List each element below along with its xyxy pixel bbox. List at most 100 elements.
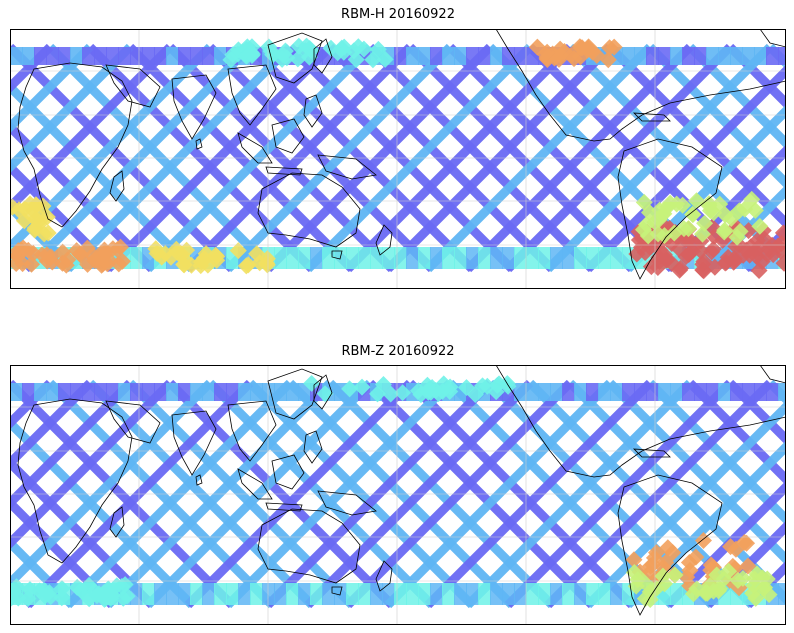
band-cell-south — [514, 583, 527, 605]
patch-south-america-anomaly — [694, 532, 712, 550]
band-cell-north — [478, 47, 491, 65]
band-cell-south — [406, 247, 419, 269]
band-cell-south — [562, 247, 575, 269]
band-cell-north — [178, 47, 191, 65]
patch-anomaly-edge — [747, 589, 765, 607]
band-cell-north — [466, 47, 479, 65]
band-cell-north — [706, 47, 719, 65]
band-cell-north — [454, 47, 467, 65]
patch-south-america-anomaly — [769, 237, 786, 255]
band-cell-south — [502, 247, 515, 269]
patch-south-indian — [173, 245, 191, 263]
graticule — [10, 29, 786, 289]
band-cell-north — [718, 47, 731, 65]
coastline — [317, 154, 377, 180]
patch-anomaly-edge — [751, 217, 769, 235]
coastline — [617, 474, 723, 616]
coastline — [331, 586, 343, 596]
patch-north-pacific — [565, 50, 583, 68]
patch-south-indian — [192, 257, 210, 275]
band-cell-north — [262, 383, 275, 401]
patch-anomaly-edge — [675, 220, 693, 238]
band-cell-south — [598, 583, 611, 605]
map-frame — [10, 29, 786, 289]
band-cell-north — [226, 383, 239, 401]
band-cell-north — [514, 47, 527, 65]
patch-anomaly-edge — [729, 571, 747, 589]
band-cell-south — [526, 247, 539, 269]
band-cell-south — [286, 247, 299, 269]
band-cell-north — [742, 47, 755, 65]
patch-anomaly-edge — [731, 222, 749, 240]
band-cell-south — [610, 247, 623, 269]
coastline — [375, 224, 393, 256]
coastline — [495, 365, 786, 478]
band-cell-north — [10, 383, 23, 401]
band-cell-north — [58, 383, 71, 401]
enhancement-patches — [10, 37, 786, 280]
patch-anomaly-edge — [637, 216, 655, 234]
band-cell-north — [694, 47, 707, 65]
band-cell-north — [286, 383, 299, 401]
band-cell-south — [370, 583, 383, 605]
coastline — [759, 365, 786, 384]
band-cell-south — [274, 247, 287, 269]
coastline — [375, 560, 393, 592]
track-ascending — [10, 496, 116, 609]
patch-south-indian — [258, 254, 275, 272]
coastline — [17, 62, 133, 228]
band-cell-north — [430, 47, 443, 65]
map-panel-bottom — [10, 365, 786, 625]
patch-south-indian — [229, 242, 247, 260]
band-cell-south — [418, 583, 431, 605]
patch-anomaly-edge — [649, 225, 667, 243]
band-cell-north — [190, 383, 203, 401]
patch-south-america-anomaly — [628, 245, 646, 263]
patch-south-america-anomaly — [679, 245, 697, 263]
band-cell-north — [274, 383, 287, 401]
band-cell-south — [586, 583, 599, 605]
band-cell-north — [730, 383, 743, 401]
band-cell-north — [754, 47, 767, 65]
coastline — [227, 64, 277, 126]
patch-south-america-anomaly — [737, 241, 755, 259]
band-cell-north — [190, 47, 203, 65]
coastline — [271, 118, 305, 154]
patch-south-america-anomaly — [726, 252, 744, 270]
patch-south-america-anomaly — [649, 259, 667, 277]
band-cell-south — [562, 583, 575, 605]
band-cell-north — [778, 47, 786, 65]
coastline — [195, 474, 203, 486]
band-cell-south — [382, 583, 395, 605]
band-cell-north — [538, 383, 551, 401]
map-title-bottom: RBM-Z 20160922 — [341, 344, 455, 359]
patch-south-america-anomaly — [753, 252, 771, 270]
coastline — [313, 374, 333, 410]
coastline — [632, 448, 671, 458]
band-cell-north — [154, 47, 167, 65]
band-cell-north — [154, 383, 167, 401]
coastline — [495, 29, 786, 142]
band-cell-north — [238, 383, 251, 401]
band-cell-south — [394, 247, 407, 269]
band-cell-south — [574, 247, 587, 269]
band-cell-south — [202, 583, 215, 605]
band-cell-south — [190, 583, 203, 605]
band-cell-north — [166, 47, 179, 65]
band-cell-south — [370, 247, 383, 269]
band-cell-south — [346, 247, 359, 269]
band-cell-north — [502, 47, 515, 65]
band-cell-north — [142, 47, 155, 65]
graticule — [10, 365, 786, 625]
coastline — [257, 508, 361, 584]
band-cell-south — [310, 247, 323, 269]
patch-north-pacific — [551, 40, 569, 58]
patch-anomaly-edge — [756, 579, 774, 596]
band-cell-south — [406, 583, 419, 605]
band-cell-south — [610, 583, 623, 605]
band-cell-north — [634, 383, 647, 401]
band-cell-north — [622, 383, 635, 401]
patch-anomaly-edge — [730, 202, 748, 220]
coastline — [617, 138, 723, 280]
band-cell-north — [634, 47, 647, 65]
